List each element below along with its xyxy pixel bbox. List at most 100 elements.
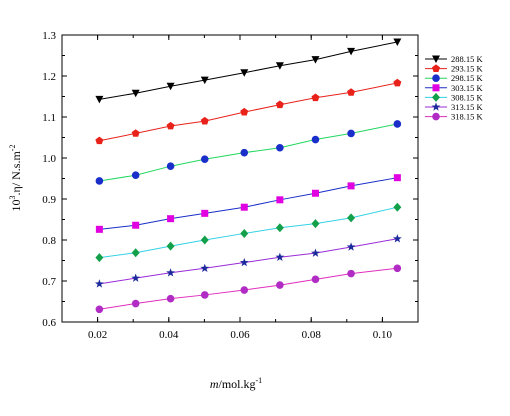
data-point [95, 95, 104, 104]
data-point [166, 294, 175, 303]
legend-label: 308.15 K [451, 92, 484, 102]
data-point [311, 135, 320, 144]
data-point [200, 155, 209, 164]
series-line [99, 206, 398, 259]
data-point [131, 171, 140, 180]
data-point [200, 116, 209, 125]
x-tick-label: 0.10 [373, 329, 393, 341]
x-axis-title: m/mol.kg-1 [210, 376, 262, 391]
x-tick-label: 0.04 [159, 329, 179, 341]
y-tick-label: 1.1 [42, 112, 56, 124]
series-5 [95, 234, 402, 288]
data-point [200, 235, 209, 245]
series-4 [95, 202, 402, 263]
data-point [131, 273, 141, 282]
data-point [311, 275, 320, 284]
y-tick-label: 1.0 [42, 153, 56, 165]
data-point [393, 78, 402, 87]
series-2 [95, 120, 402, 185]
series-1 [95, 78, 402, 145]
data-point [393, 174, 401, 182]
legend-marker [432, 64, 440, 72]
data-point [311, 93, 320, 102]
data-point [95, 253, 104, 263]
x-tick-label: 0.08 [302, 329, 322, 341]
data-point [166, 82, 175, 91]
data-point [393, 202, 402, 212]
y-tick-label: 0.8 [42, 235, 56, 247]
data-point [347, 182, 355, 190]
data-point [200, 76, 209, 85]
data-point [239, 257, 249, 267]
data-point [240, 107, 249, 116]
data-point [393, 120, 402, 128]
legend-marker [432, 55, 440, 63]
y-tick-label: 0.6 [42, 317, 56, 329]
y-axis-title: 103.η/ N.s.m-2 [8, 145, 23, 212]
legend-marker [432, 112, 440, 121]
data-point [166, 241, 175, 251]
x-tick-label: 0.02 [88, 329, 107, 341]
data-point [275, 62, 284, 70]
legend-label: 318.15 K [451, 112, 484, 122]
data-point [347, 129, 355, 138]
data-point [132, 221, 140, 229]
legend-label: 288.15 K [451, 54, 484, 64]
data-point [200, 291, 209, 299]
data-point [131, 129, 140, 137]
data-point [393, 264, 402, 273]
data-point [392, 234, 402, 243]
data-point [275, 252, 285, 261]
y-tick-label: 0.9 [42, 194, 56, 206]
data-point [347, 88, 356, 96]
data-point [275, 100, 284, 109]
series-3 [95, 174, 401, 233]
data-point [347, 47, 356, 56]
data-point [240, 203, 248, 211]
legend-label: 313.15 K [451, 102, 484, 112]
data-point [240, 228, 249, 238]
legend-label: 303.15 K [451, 83, 484, 93]
data-point [95, 136, 104, 145]
data-point [200, 263, 210, 273]
data-point [167, 215, 175, 223]
data-point [95, 305, 104, 314]
legend-marker [432, 84, 440, 92]
data-point [393, 38, 402, 46]
y-tick-label: 0.7 [42, 276, 56, 288]
legend-marker [431, 102, 441, 111]
data-point [131, 89, 140, 98]
y-tick-label: 1.2 [42, 71, 56, 83]
data-point [240, 148, 249, 157]
data-point [311, 189, 319, 197]
data-point [276, 196, 284, 204]
data-point [240, 69, 249, 77]
legend-label: 293.15 K [451, 64, 484, 74]
data-point [311, 56, 320, 64]
data-point [95, 177, 104, 185]
data-point [131, 248, 140, 258]
x-tick-label: 0.06 [230, 329, 250, 341]
data-point [95, 225, 103, 233]
data-point [347, 213, 356, 223]
data-point [347, 269, 355, 278]
data-point [276, 143, 284, 152]
data-point [131, 299, 140, 308]
series-0 [95, 38, 402, 104]
data-point [166, 268, 175, 277]
legend-marker [432, 92, 440, 102]
legend-marker [432, 74, 440, 82]
legend-label: 298.15 K [451, 73, 484, 83]
data-point [95, 279, 104, 288]
data-point [240, 286, 249, 294]
series-6 [95, 264, 402, 314]
y-tick-label: 1.3 [42, 30, 56, 42]
data-point [311, 219, 320, 229]
data-point [276, 281, 284, 289]
data-point [346, 242, 356, 251]
data-point [275, 223, 284, 233]
data-point [201, 209, 209, 217]
data-point [166, 162, 175, 170]
data-point [311, 248, 320, 257]
